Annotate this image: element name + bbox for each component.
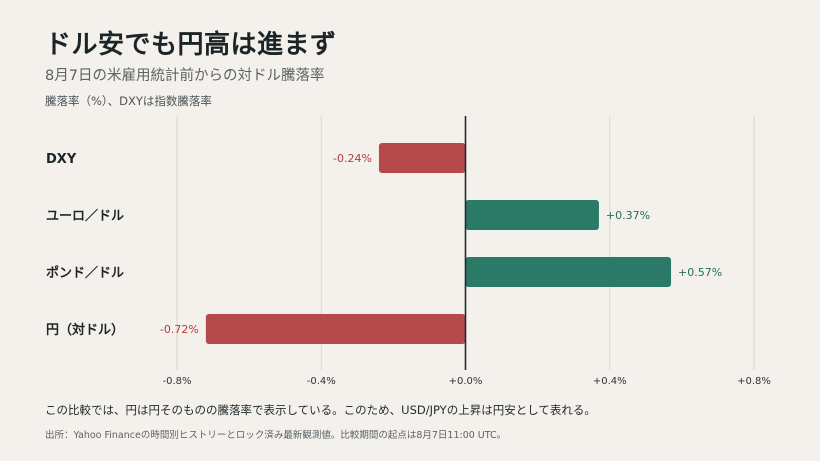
x-tick-label: -0.4%: [307, 376, 336, 387]
value-label: +0.57%: [678, 266, 722, 279]
category-label: ポンド／ドル: [46, 265, 124, 281]
chart-subtitle: 8月7日の米雇用統計前からの対ドル騰落率: [45, 68, 325, 84]
value-label: +0.37%: [606, 209, 650, 222]
category-label: 円（対ドル）: [46, 322, 124, 338]
chart-title: ドル安でも円高は進まず: [45, 30, 337, 60]
bar: [465, 257, 672, 287]
value-label: -0.24%: [333, 152, 372, 165]
bar: [465, 200, 599, 230]
x-tick-label: +0.4%: [593, 376, 627, 387]
x-tick-label: +0.0%: [449, 376, 483, 387]
footnote: この比較では、円は円そのものの騰落率で表示している。このため、USD/JPYの上…: [45, 403, 596, 417]
bars: [205, 143, 672, 344]
category-label: DXY: [46, 152, 77, 167]
x-tick-label: -0.8%: [162, 376, 191, 387]
category-label: ユーロ／ドル: [46, 208, 124, 224]
x-axis-ticks: -0.8% -0.4% +0.0% +0.4% +0.8%: [162, 376, 770, 387]
grid-lines: [176, 116, 755, 370]
x-tick-label: +0.8%: [737, 376, 771, 387]
bar: [378, 143, 466, 173]
source-note: 出所：Yahoo Financeの時間別ヒストリーとロック済み最新観測値。比較期…: [45, 430, 507, 441]
bar: [205, 314, 466, 344]
unit-note: 騰落率（%）、DXYは指数騰落率: [45, 94, 212, 108]
value-labels: -0.24% +0.37% +0.57% -0.72%: [160, 152, 722, 336]
value-label: -0.72%: [160, 323, 199, 336]
